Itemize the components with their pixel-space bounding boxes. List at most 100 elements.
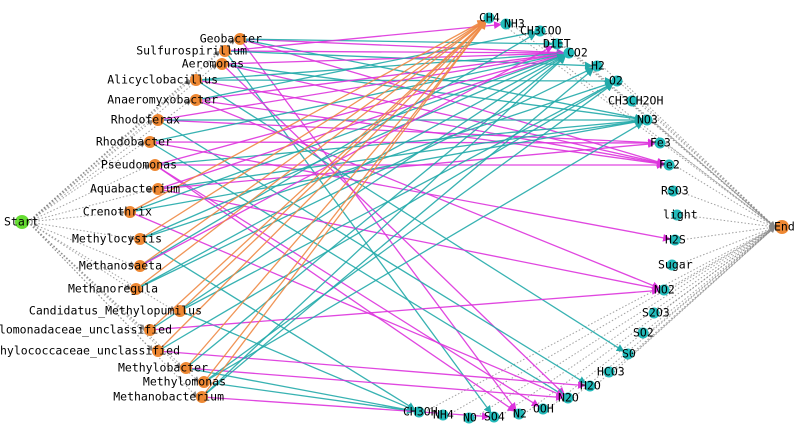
edge-start-anaeromyxobacter xyxy=(27,99,192,223)
edge-end-fe2 xyxy=(673,164,776,228)
molecule-label-so2: SO2 xyxy=(633,326,654,340)
edge-candidatus-methylopumilus-ch3oh xyxy=(179,310,416,411)
edge-crenothrix-ch4 xyxy=(129,19,486,213)
edge-methanobacterium-co2 xyxy=(201,55,566,398)
molecule-label-s0: S0 xyxy=(622,347,636,361)
molecule-node-o2 xyxy=(611,75,623,87)
labels: Start End GeobacterSulfurospirillumAeromon… xyxy=(0,11,795,425)
edge-anaeromyxobacter-ch3coo xyxy=(195,29,536,101)
end-edges xyxy=(423,17,776,419)
edge-end-ooh xyxy=(547,226,776,410)
molecule-node-ch3oh xyxy=(413,406,425,418)
taxon-node-geobacter xyxy=(234,33,246,45)
edge-crenothrix-no3 xyxy=(129,118,643,213)
taxon-label-pseudomonas: Pseudomonas xyxy=(101,158,177,172)
taxon-label-candidatus-methylopumilus: Candidatus_Methylopumilus xyxy=(29,304,202,318)
taxon-label-methylocystis: Methylocystis xyxy=(72,232,162,246)
molecule-label-light: light xyxy=(663,208,698,222)
nodes xyxy=(15,12,789,424)
edge-start-aeromonas xyxy=(27,63,218,223)
molecule-node-n2 xyxy=(513,408,525,420)
molecule-node-s2o3 xyxy=(648,307,660,319)
edge-methylococcaceae-unclassified-o2 xyxy=(157,82,614,352)
molecule-label-no: NO xyxy=(463,411,477,425)
edge-rhodobacter-co2 xyxy=(149,51,565,143)
edge-end-so4 xyxy=(498,226,776,418)
taxon-label-methylococcaceae-unclassified: Methylococcaceae_unclassified xyxy=(0,344,180,358)
edge-crenothrix-co2 xyxy=(129,53,566,213)
edge-sulfurospirillum-nh3 xyxy=(224,21,502,52)
end-node xyxy=(775,220,789,234)
edge-methanosaeta-ch3coo xyxy=(139,32,537,267)
edge-end-hco3 xyxy=(613,226,776,373)
edge-geobacter-diet xyxy=(239,38,553,48)
taxon-label-rhodoferax: Rhodoferax xyxy=(111,113,180,127)
molecule-node-no2 xyxy=(658,284,670,296)
molecule-node-so4 xyxy=(488,411,500,423)
molecule-label-rso3: RSO3 xyxy=(661,184,689,198)
molecule-label-ch3oh: CH3OH xyxy=(403,405,438,419)
molecule-node-light xyxy=(671,209,683,221)
edge-end-no2 xyxy=(668,226,776,291)
edge-methanosaeta-diet xyxy=(139,45,554,267)
edge-start-methanoregula xyxy=(27,221,132,290)
edge-end-ch3coo xyxy=(544,30,776,228)
molecule-node-h2o xyxy=(584,380,596,392)
molecule-node-ooh xyxy=(537,403,549,415)
molecule-node-diet xyxy=(551,38,563,50)
edge-methylomonas-o2 xyxy=(203,83,614,383)
end-label: End xyxy=(774,220,795,234)
molecule-label-ch3coo: CH3COO xyxy=(520,24,562,38)
taxon-node-methanoregula xyxy=(130,283,142,295)
edge-rhodoferax-h2o xyxy=(157,119,587,384)
taxon-label-methanobacterium: Methanobacterium xyxy=(113,390,224,404)
molecule-node-sugar xyxy=(666,259,678,271)
edge-methylomonadaceae-unclassified-no2 xyxy=(149,287,660,331)
molecule-node-fe2 xyxy=(663,159,675,171)
edge-methanobacterium-h2 xyxy=(201,68,594,398)
edge-methylocystis-o2 xyxy=(139,81,613,240)
taxon-node-methanobacterium xyxy=(196,391,208,403)
molecule-label-co2: CO2 xyxy=(567,46,588,60)
edge-rhodobacter-n2o xyxy=(149,141,565,396)
molecule-label-n2: N2 xyxy=(513,407,527,421)
edge-start-pseudomonas xyxy=(27,164,151,223)
taxon-molecule-edges xyxy=(129,19,671,421)
taxon-node-aeromonas xyxy=(216,58,228,70)
edge-end-o2 xyxy=(621,80,776,228)
edge-end-light xyxy=(681,214,776,230)
edge-aeromonas-n2o xyxy=(221,63,565,396)
edge-geobacter-co2 xyxy=(239,38,565,57)
edge-end-no3 xyxy=(651,119,776,228)
taxon-label-rhodobacter: Rhodobacter xyxy=(96,135,172,149)
molecule-node-nh3 xyxy=(500,18,512,30)
edge-sulfurospirillum-co2 xyxy=(224,49,565,57)
taxon-node-candidatus-methylopumilus xyxy=(174,305,186,317)
taxon-label-sulfurospirillum: Sulfurospirillum xyxy=(136,44,247,58)
taxon-node-methylomonadaceae-unclassified xyxy=(144,324,156,336)
molecule-label-ch3ch2oh: CH3CH2OH xyxy=(608,94,663,108)
molecule-node-ch4 xyxy=(483,12,495,24)
edge-end-nh4 xyxy=(447,226,776,416)
edge-aquabacterium-no3 xyxy=(157,117,643,190)
edge-methanoregula-co2 xyxy=(135,54,566,290)
edge-rhodoferax-fe3 xyxy=(157,119,656,147)
edge-methylococcaceae-unclassified-ch4 xyxy=(157,20,487,352)
edge-end-so2 xyxy=(647,226,776,334)
molecule-label-fe3: Fe3 xyxy=(650,136,671,150)
edge-methylocystis-ch3oh xyxy=(139,238,416,410)
taxon-label-methylomonas: Methylomonas xyxy=(143,375,226,389)
taxon-node-methylobacter xyxy=(180,362,192,374)
edge-start-candidatus-methylopumilus xyxy=(27,221,176,312)
edge-end-co2 xyxy=(573,52,776,228)
edge-aeromonas-co2 xyxy=(221,49,565,65)
edge-start-rhodoferax xyxy=(27,119,154,223)
edge-methylomonas-ch4 xyxy=(203,21,487,383)
molecule-label-fe2: Fe2 xyxy=(659,158,680,172)
edge-methylomonadaceae-unclassified-co2 xyxy=(149,55,566,331)
molecule-node-so2 xyxy=(637,327,649,339)
edge-methanosaeta-ch4 xyxy=(139,20,486,267)
taxon-node-methylocystis xyxy=(134,233,146,245)
edge-methylobacter-n2o xyxy=(185,367,564,401)
